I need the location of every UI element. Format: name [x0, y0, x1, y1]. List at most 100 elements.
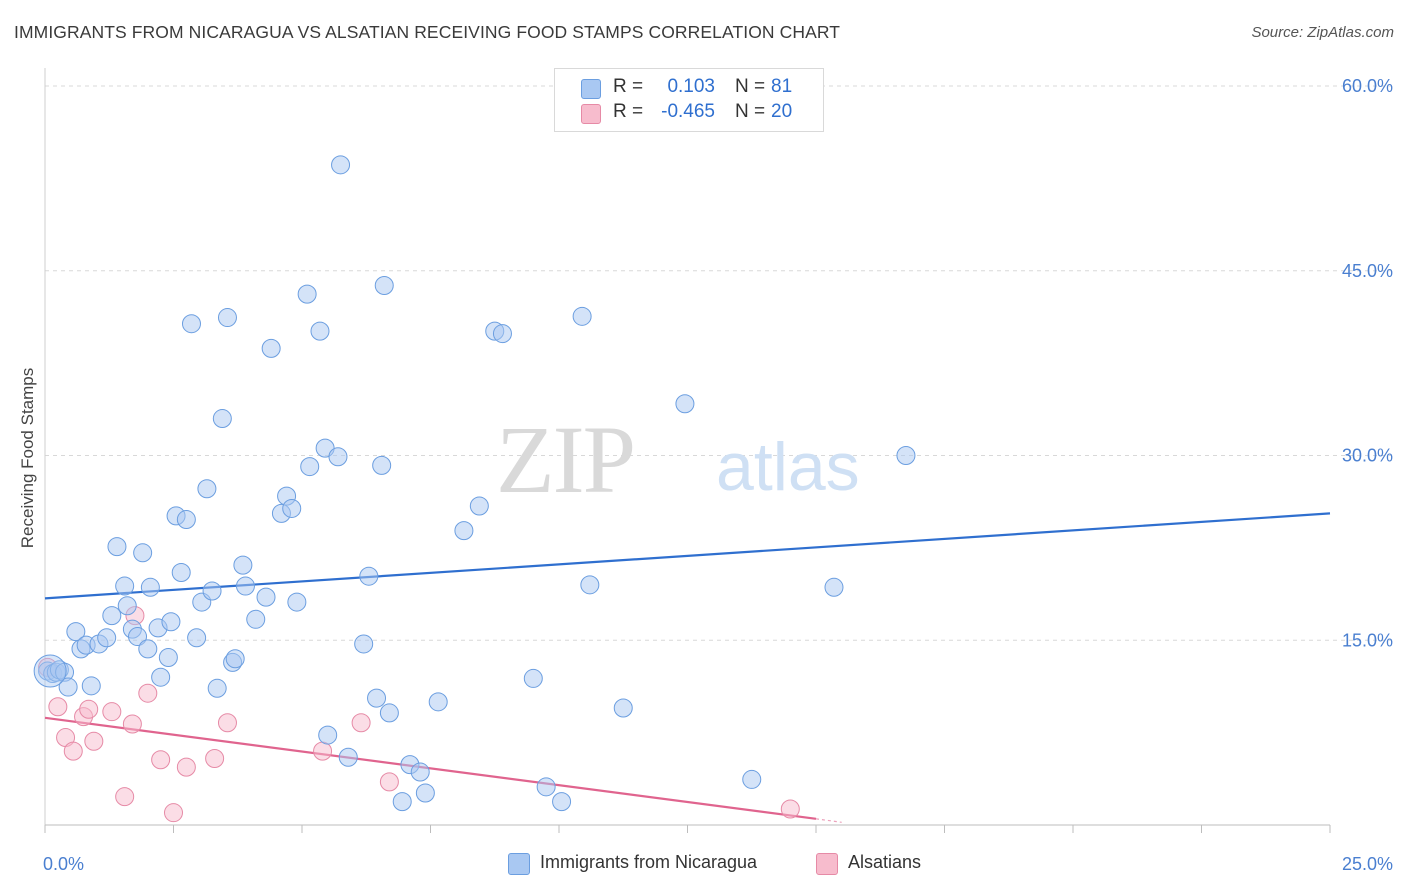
bottom-legend-label-alsatians: Alsatians	[848, 852, 922, 872]
point-nicaragua	[454, 521, 474, 541]
point-nicaragua	[161, 612, 181, 632]
point-alsatians	[205, 748, 225, 768]
point-nicaragua	[187, 628, 207, 648]
point-nicaragua	[297, 284, 317, 304]
axes	[44, 68, 1331, 833]
point-nicaragua	[896, 446, 916, 465]
point-nicaragua	[354, 634, 374, 654]
point-nicaragua	[207, 678, 227, 698]
point-nicaragua	[282, 498, 302, 518]
grid-lines	[45, 85, 1392, 641]
point-nicaragua	[372, 455, 392, 475]
bottom-legend-swatch-alsatians	[816, 853, 838, 875]
point-alsatians	[84, 731, 104, 751]
legend-r-value: -0.465	[661, 101, 715, 122]
watermark-zip: ZIP	[496, 406, 634, 513]
y-tick-label: 60.0%	[1342, 76, 1393, 96]
point-nicaragua	[138, 639, 158, 659]
point-nicaragua	[81, 676, 101, 696]
point-nicaragua	[428, 692, 448, 712]
point-alsatians	[79, 699, 99, 719]
legend-swatch-nicaragua	[581, 79, 601, 99]
point-nicaragua	[469, 496, 489, 516]
point-nicaragua	[331, 155, 351, 175]
x-tick-label: 0.0%	[43, 854, 84, 874]
point-nicaragua	[367, 688, 387, 708]
y-tick-label: 15.0%	[1342, 630, 1393, 650]
point-alsatians	[379, 772, 399, 792]
trend-lines	[44, 512, 1331, 823]
point-alsatians	[122, 714, 142, 734]
point-alsatians	[115, 787, 135, 807]
point-nicaragua	[202, 581, 222, 601]
tick-labels: 15.0% 30.0% 45.0% 60.0% 0.0% 25.0%	[43, 76, 1393, 874]
point-nicaragua	[107, 537, 127, 557]
point-nicaragua	[217, 308, 237, 328]
point-nicaragua	[176, 510, 196, 530]
point-alsatians	[63, 741, 83, 761]
legend-swatch-alsatians	[581, 104, 601, 124]
point-nicaragua	[133, 543, 153, 563]
point-nicaragua	[580, 575, 600, 595]
x-tick-label: 25.0%	[1342, 854, 1393, 874]
bottom-legend-label-nicaragua: Immigrants from Nicaragua	[540, 852, 758, 872]
point-alsatians	[176, 757, 196, 777]
trend-line-alsatians-extension	[815, 818, 842, 823]
legend-r-value: 0.103	[667, 76, 715, 97]
point-nicaragua	[225, 649, 245, 669]
point-nicaragua	[151, 667, 171, 687]
point-nicaragua	[233, 555, 253, 575]
point-nicaragua	[256, 587, 276, 607]
point-nicaragua	[115, 576, 135, 596]
point-alsatians	[780, 799, 800, 819]
point-nicaragua	[261, 338, 281, 358]
point-nicaragua	[374, 276, 394, 296]
point-nicaragua	[492, 324, 512, 344]
legend-r-label: R =	[613, 76, 644, 97]
chart-title: IMMIGRANTS FROM NICARAGUA VS ALSATIAN RE…	[14, 22, 841, 42]
point-nicaragua	[742, 769, 762, 789]
legend: R = 0.103 N = 81 R = -0.465 N = 20	[554, 68, 824, 132]
point-nicaragua	[359, 566, 379, 586]
point-nicaragua	[379, 703, 399, 723]
point-alsatians	[48, 697, 68, 717]
point-nicaragua	[613, 698, 633, 718]
point-alsatians	[138, 683, 158, 703]
point-alsatians	[151, 750, 171, 770]
point-nicaragua	[171, 563, 191, 583]
point-nicaragua	[328, 447, 348, 467]
point-nicaragua	[338, 747, 358, 767]
point-nicaragua	[58, 677, 78, 697]
point-nicaragua	[318, 725, 338, 745]
watermark: ZIP atlas	[496, 406, 860, 513]
point-nicaragua	[97, 628, 117, 648]
point-nicaragua	[158, 647, 178, 667]
y-tick-label: 45.0%	[1342, 261, 1393, 281]
legend-n-value: 81	[771, 76, 793, 97]
point-nicaragua	[246, 609, 266, 629]
point-nicaragua	[572, 306, 592, 326]
point-nicaragua	[212, 409, 232, 429]
point-nicaragua	[523, 668, 543, 688]
source-label: Source: ZipAtlas.com	[1251, 24, 1394, 41]
point-nicaragua	[410, 762, 430, 782]
legend-n-label: N =	[735, 76, 766, 97]
point-nicaragua	[675, 394, 695, 414]
bottom-legend-swatch-nicaragua	[508, 853, 530, 875]
data-points	[33, 155, 916, 823]
point-nicaragua	[310, 321, 330, 341]
y-tick-label: 30.0%	[1342, 446, 1393, 466]
point-nicaragua	[128, 627, 148, 647]
watermark-atlas: atlas	[716, 429, 860, 505]
trend-line-nicaragua	[44, 512, 1331, 600]
legend-n-value: 20	[771, 101, 793, 122]
legend-r-label: R =	[613, 101, 644, 122]
point-nicaragua	[392, 792, 412, 812]
point-nicaragua	[33, 654, 67, 688]
point-nicaragua	[300, 457, 320, 477]
point-nicaragua	[117, 596, 137, 616]
point-alsatians	[102, 702, 122, 722]
point-nicaragua	[181, 314, 201, 334]
point-nicaragua	[552, 792, 572, 812]
point-nicaragua	[235, 576, 255, 596]
